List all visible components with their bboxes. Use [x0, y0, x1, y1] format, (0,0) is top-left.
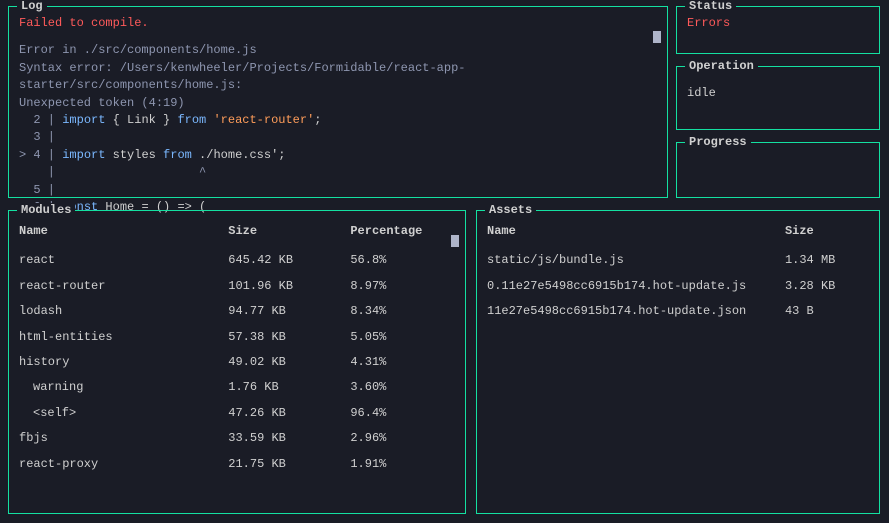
log-scrollbar[interactable]	[653, 31, 661, 43]
syntax-error-path: Syntax error: /Users/kenwheeler/Projects…	[19, 60, 657, 95]
modules-col-size: Size	[228, 219, 350, 248]
operation-title: Operation	[685, 59, 758, 73]
table-row[interactable]: history49.02 KB4.31%	[19, 350, 455, 375]
status-panel: Status Errors	[676, 6, 880, 54]
log-panel: Log Failed to compile. Error in ./src/co…	[8, 6, 668, 198]
modules-title: Modules	[17, 203, 75, 217]
table-row[interactable]: react645.42 KB56.8%	[19, 248, 455, 273]
code-line-3: 3 |	[19, 129, 657, 146]
modules-col-name: Name	[19, 219, 228, 248]
operation-value: idle	[687, 86, 716, 100]
table-row[interactable]: react-router101.96 KB8.97%	[19, 274, 455, 299]
table-row[interactable]: warning1.76 KB3.60%	[19, 375, 455, 400]
progress-title: Progress	[685, 135, 751, 149]
error-in: Error in ./src/components/home.js	[19, 42, 657, 59]
operation-panel: Operation idle	[676, 66, 880, 130]
assets-title: Assets	[485, 203, 536, 217]
code-line-2: 2 | import { Link } from 'react-router';	[19, 112, 657, 129]
table-row[interactable]: lodash94.77 KB8.34%	[19, 299, 455, 324]
log-body: Failed to compile. Error in ./src/compon…	[9, 7, 667, 224]
error-reason: Unexpected token (4:19)	[19, 95, 657, 112]
table-row[interactable]: static/js/bundle.js1.34 MB	[487, 248, 869, 273]
progress-panel: Progress	[676, 142, 880, 198]
modules-col-pct: Percentage	[350, 219, 455, 248]
assets-table: Name Size static/js/bundle.js1.34 MB0.11…	[487, 219, 869, 325]
code-line-5: 5 |	[19, 182, 657, 199]
table-row[interactable]: fbjs33.59 KB2.96%	[19, 426, 455, 451]
code-line-4: > 4 | import styles from ./home.css';	[19, 147, 657, 164]
status-value: Errors	[687, 16, 730, 30]
code-caret: | ^	[19, 164, 657, 181]
modules-table: Name Size Percentage react645.42 KB56.8%…	[19, 219, 455, 477]
assets-col-size: Size	[785, 219, 869, 248]
status-title: Status	[685, 0, 736, 13]
table-row[interactable]: 11e27e5498cc6915b174.hot-update.json43 B	[487, 299, 869, 324]
table-row[interactable]: html-entities57.38 KB5.05%	[19, 325, 455, 350]
modules-panel: Modules Name Size Percentage react645.42…	[8, 210, 466, 514]
table-row[interactable]: <self>47.26 KB96.4%	[19, 401, 455, 426]
modules-scrollbar[interactable]	[451, 235, 459, 247]
log-title: Log	[17, 0, 47, 13]
table-row[interactable]: react-proxy21.75 KB1.91%	[19, 452, 455, 477]
table-row[interactable]: 0.11e27e5498cc6915b174.hot-update.js3.28…	[487, 274, 869, 299]
assets-col-name: Name	[487, 219, 785, 248]
assets-panel: Assets Name Size static/js/bundle.js1.34…	[476, 210, 880, 514]
error-headline: Failed to compile.	[19, 15, 657, 32]
